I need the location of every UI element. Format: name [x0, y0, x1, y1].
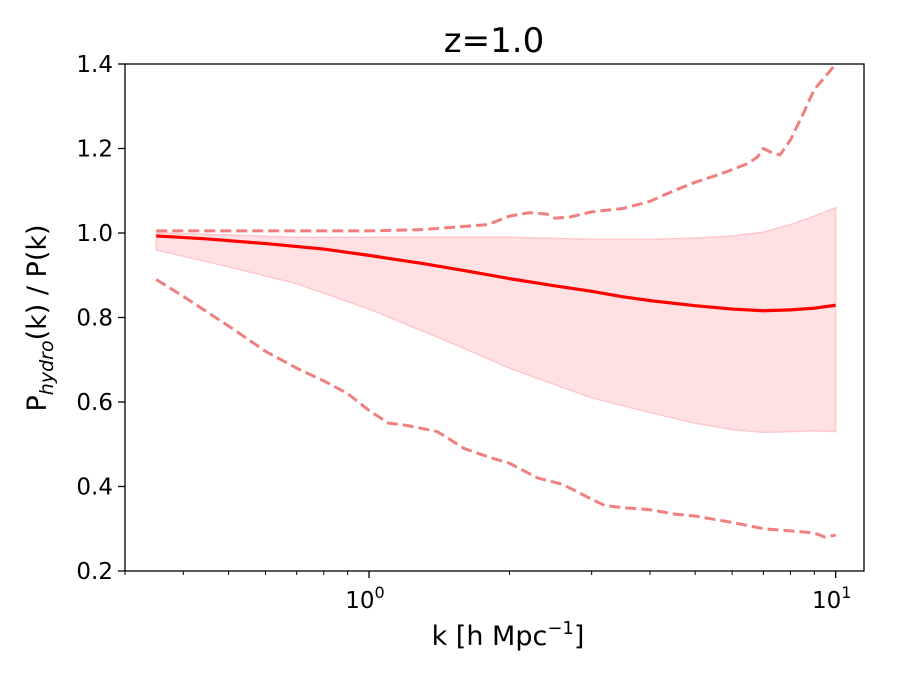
y-tick-label: 1.4 [76, 52, 113, 78]
y-axis-label-post: (k) / P(k) [22, 224, 53, 340]
y-axis-label-pre: P [22, 395, 53, 411]
x-tick-label: 100 [345, 583, 384, 614]
y-tick-label: 0.6 [76, 390, 113, 416]
series-lower-envelope [155, 278, 836, 539]
x-axis-label-base: k [h Mpc [432, 621, 548, 652]
y-tick-label: 0.4 [76, 475, 113, 501]
x-tick-label: 101 [812, 583, 851, 614]
y-tick-label: 0.8 [76, 306, 113, 332]
y-tick-label: 0.2 [76, 559, 113, 585]
x-axis-label-end: ] [574, 621, 585, 652]
y-axis-label: Phydro(k) / P(k) [22, 224, 58, 411]
series-upper-envelope [156, 63, 837, 233]
x-axis-label: k [h Mpc−1] [432, 618, 585, 652]
chart-title: z=1.0 [444, 21, 544, 61]
series-median [156, 234, 836, 313]
y-axis-label-sub: hydro [36, 340, 58, 395]
x-axis-label-sup: −1 [547, 618, 574, 639]
band-scatter-band [155, 206, 837, 434]
y-tick-label: 1.2 [76, 137, 113, 163]
y-tick-label: 1.0 [76, 221, 113, 247]
